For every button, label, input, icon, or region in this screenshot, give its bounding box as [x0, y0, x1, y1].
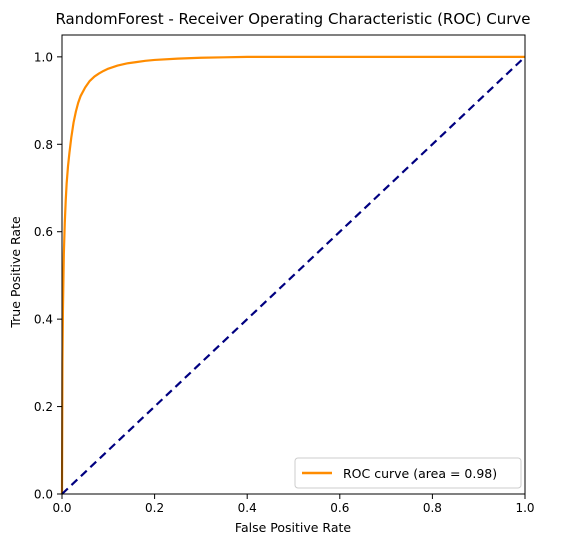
x-tick-label: 0.2 [145, 501, 164, 515]
legend-box [294, 457, 522, 489]
x-tick-label: 0.4 [238, 501, 257, 515]
chance-diagonal-line [61, 56, 526, 495]
y-tick-label: 0.4 [34, 313, 53, 327]
y-tick-label: 0.0 [34, 488, 53, 502]
y-axis-ticks: 0.0 0.2 0.4 0.6 0.8 1.0 [34, 50, 62, 502]
x-axis-ticks: 0.0 0.2 0.4 0.6 0.8 1.0 [52, 494, 535, 515]
legend-label-roc: ROC curve (area = 0.98) [343, 466, 497, 481]
chart-title: RandomForest - Receiver Operating Charac… [55, 10, 530, 28]
plot-frame [61, 34, 526, 495]
y-tick-label: 0.2 [34, 400, 53, 414]
x-tick-label: 1.0 [515, 501, 534, 515]
x-tick-label: 0.8 [423, 501, 442, 515]
x-tick-label: 0.6 [330, 501, 349, 515]
x-tick-label: 0.0 [52, 501, 71, 515]
legend: ROC curve (area = 0.98) [294, 457, 522, 489]
roc-curve-line [60, 55, 525, 495]
y-tick-label: 0.6 [34, 225, 53, 239]
y-axis-label: True Positive Rate [8, 216, 23, 329]
plot-area [60, 34, 526, 495]
x-axis-label: False Positive Rate [235, 520, 351, 535]
y-tick-label: 0.8 [34, 138, 53, 152]
y-tick-label: 1.0 [34, 50, 53, 64]
